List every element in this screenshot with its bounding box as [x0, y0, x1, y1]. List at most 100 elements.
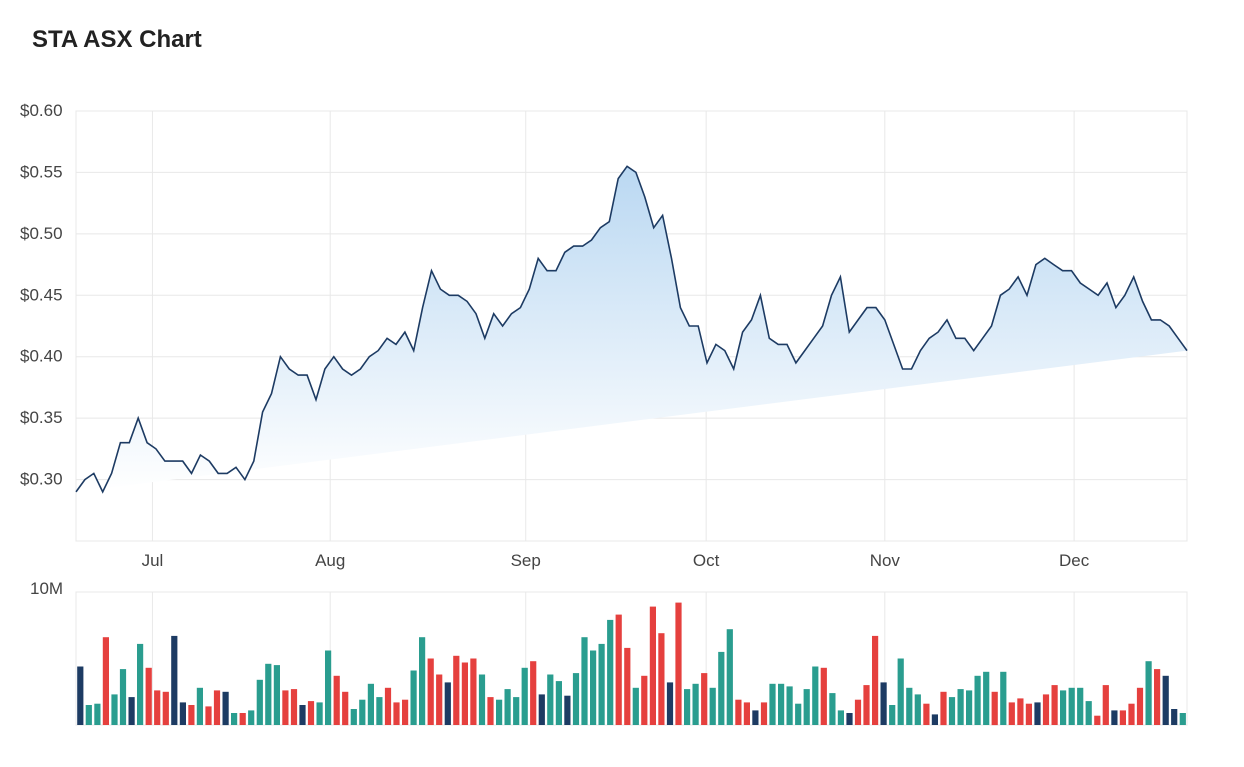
- x-tick-label: Sep: [511, 551, 541, 570]
- volume-bar: [307, 701, 315, 725]
- volume-bar: [948, 697, 956, 725]
- volume-bar: [478, 674, 486, 725]
- volume-bar: [1154, 669, 1161, 725]
- volume-bar: [402, 699, 409, 725]
- volume-bar: [555, 681, 562, 725]
- volume-bar: [726, 629, 733, 725]
- volume-bar: [735, 699, 742, 725]
- volume-bar: [290, 689, 298, 725]
- volume-bar: [487, 697, 494, 725]
- volume-bar: [453, 655, 460, 725]
- volume-bar: [854, 699, 862, 725]
- volume-bar: [256, 679, 263, 725]
- volume-bar: [316, 702, 323, 725]
- price-area: [76, 166, 1187, 492]
- volume-bar: [1025, 703, 1032, 725]
- volume-bar: [162, 691, 169, 726]
- volume-bar: [427, 658, 434, 725]
- y-tick-label: $0.35: [20, 408, 63, 427]
- axis-labels: $0.60 $0.55 $0.50 $0.45 $0.40 $0.35 $0.30 Jul Au…: [20, 101, 1090, 598]
- volume-bar: [966, 690, 973, 725]
- volume-tick-label: 10M: [30, 579, 63, 598]
- volume-bar: [1051, 685, 1058, 725]
- volume-bar: [812, 666, 819, 725]
- volume-bar: [188, 705, 195, 725]
- volume-bar: [1162, 675, 1169, 725]
- volume-bar: [820, 667, 827, 725]
- volume-bar: [743, 702, 750, 725]
- volume-bar: [829, 693, 836, 725]
- volume-bar: [265, 663, 272, 725]
- y-tick-label: $0.45: [20, 285, 63, 304]
- volume-bar: [196, 687, 203, 725]
- y-tick-label: $0.55: [20, 162, 63, 181]
- volume-bar: [572, 673, 580, 725]
- volume-bar: [983, 671, 990, 725]
- volume-bar: [846, 713, 853, 725]
- volume-bar: [931, 714, 938, 725]
- volume-bar: [778, 683, 785, 725]
- volume-bar: [461, 662, 468, 725]
- volume-bar: [111, 694, 118, 725]
- volume-bar: [581, 637, 588, 725]
- volume-bar: [470, 658, 477, 725]
- volume-bar: [299, 705, 306, 725]
- volume-bar: [1111, 710, 1118, 725]
- volume-bar: [1042, 694, 1050, 725]
- volume-bar: [803, 689, 810, 725]
- volume-bar: [701, 673, 708, 725]
- x-tick-label: Aug: [315, 551, 345, 570]
- chart-title: STA ASX Chart: [32, 26, 202, 53]
- volume-bar: [1179, 713, 1186, 725]
- volume-bar: [248, 710, 255, 725]
- volume-bar: [222, 691, 229, 726]
- x-tick-label: Jul: [142, 551, 164, 570]
- volume-bar: [85, 705, 92, 725]
- volume-bar: [119, 669, 127, 725]
- volume-bar: [538, 694, 545, 725]
- volume-bar: [889, 705, 896, 725]
- volume-bar: [718, 651, 725, 725]
- volume-bar: [359, 699, 366, 725]
- volume-bar: [632, 687, 639, 725]
- volume-bar: [410, 670, 417, 725]
- volume-bar: [598, 643, 605, 725]
- volume-bar: [1068, 687, 1075, 725]
- volume-bar: [991, 691, 998, 726]
- volume-bar: [1128, 703, 1135, 725]
- volume-bar: [213, 690, 221, 725]
- volume-bar: [282, 690, 289, 725]
- volume-bar: [1102, 685, 1109, 725]
- volume-bar: [692, 683, 699, 725]
- volume-bar: [752, 710, 759, 725]
- volume-bars: [77, 602, 1186, 726]
- volume-bar: [837, 710, 844, 725]
- volume-bar: [974, 675, 981, 725]
- volume-bar: [1094, 715, 1101, 725]
- volume-bar: [504, 689, 511, 725]
- y-tick-label: $0.60: [20, 101, 63, 120]
- volume-bar: [179, 702, 186, 725]
- volume-bar: [897, 658, 904, 725]
- volume-bar: [171, 635, 178, 725]
- volume-bar: [393, 702, 400, 725]
- volume-bar: [547, 674, 554, 725]
- volume-bar: [1017, 698, 1024, 725]
- volume-bar: [231, 713, 238, 725]
- x-tick-label: Dec: [1059, 551, 1090, 570]
- volume-bar: [384, 687, 392, 725]
- volume-bar: [769, 683, 776, 725]
- volume-bar: [239, 713, 246, 725]
- volume-bar: [675, 602, 682, 725]
- volume-bar: [496, 699, 503, 725]
- volume-bar: [1034, 702, 1041, 725]
- volume-bar: [1008, 702, 1015, 725]
- volume-bar: [137, 643, 144, 725]
- volume-bar: [795, 703, 802, 725]
- volume-bar: [94, 703, 101, 725]
- volume-bar: [1171, 709, 1178, 725]
- volume-bar: [1000, 671, 1007, 725]
- volume-bar: [273, 665, 280, 725]
- volume-bar: [615, 614, 622, 725]
